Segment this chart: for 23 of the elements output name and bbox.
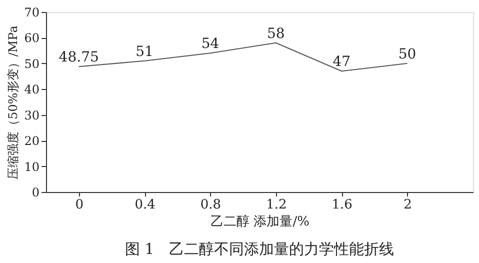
x-tick-label: 1.2	[266, 198, 287, 212]
data-label: 47	[332, 54, 351, 70]
y-tick-label: 70	[24, 6, 40, 20]
x-tick-label: 0.4	[134, 198, 156, 212]
x-tick-label: 2	[404, 198, 412, 212]
x-tick-label: 1.6	[332, 198, 352, 212]
data-label: 54	[201, 36, 220, 52]
y-tick-label: 20	[24, 134, 40, 148]
y-tick-label: 30	[24, 108, 40, 122]
y-tick-label: 40	[24, 82, 40, 97]
x-tick-label: 0	[75, 198, 84, 212]
data-label: 51	[136, 44, 154, 60]
caption: 图 1 乙二醇不同添加量的力学性能折线	[124, 240, 394, 258]
y-tick-label: 10	[24, 160, 40, 174]
data-label: 58	[267, 26, 285, 42]
data-label: 48.75	[58, 50, 99, 66]
y-axis-title: 压缩强度（50%形变）/MPa	[6, 26, 20, 180]
y-tick-label: 0	[32, 186, 40, 200]
x-axis-title: 乙二醇 添加量/%	[210, 214, 310, 230]
y-tick-label: 60	[24, 31, 40, 46]
data-label: 50	[398, 46, 416, 62]
x-tick-label: 0.8	[200, 198, 222, 212]
y-tick-label: 50	[24, 56, 40, 71]
